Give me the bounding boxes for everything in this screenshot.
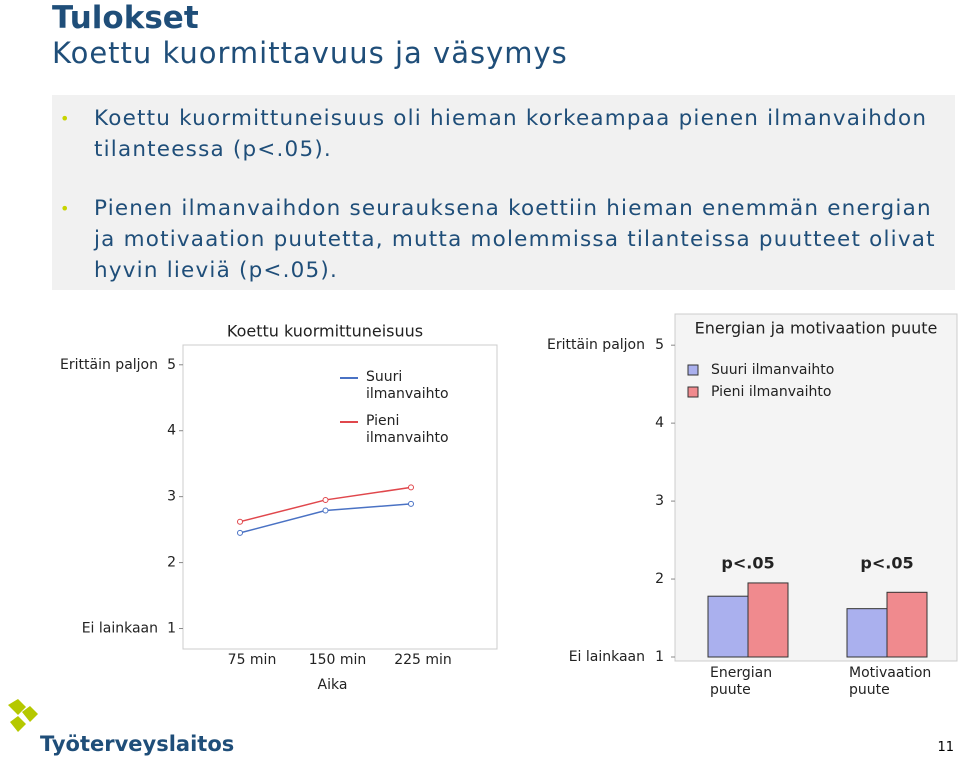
y-tick-label: 1 [167, 621, 176, 637]
bullet-box: Koettu kuormittuneisuus oli hieman korke… [52, 95, 955, 290]
scale-label: Ei lainkaan [569, 649, 645, 665]
x-tick-label: Motivaation puute [849, 665, 932, 698]
y-tick-label: 4 [655, 415, 664, 431]
y-tick-label: 3 [167, 489, 176, 505]
point [237, 518, 243, 525]
y-tick-label: 3 [655, 493, 664, 509]
scale-label: Ei lainkaan [82, 621, 158, 637]
y-tick-label: 4 [167, 423, 176, 439]
x-tick-label: 225 min [394, 652, 452, 668]
legend-label: Suuri ilmanvaihto [711, 362, 834, 378]
annotation: p<.05 [860, 554, 913, 573]
chart-title: Energian ja motivaation puute [695, 319, 938, 338]
y-tick-label: 2 [167, 555, 176, 571]
bullet: Pienen ilmanvaihdon seurauksena koettiin… [60, 193, 944, 286]
point [237, 529, 243, 536]
annotation: p<.05 [721, 554, 774, 573]
point [408, 484, 414, 491]
bar [846, 608, 888, 658]
point [322, 507, 329, 514]
point [408, 500, 414, 507]
logo-text: Työterveyslaitos [40, 732, 235, 756]
point [322, 496, 329, 503]
plot-area [182, 344, 498, 650]
bar [886, 591, 928, 658]
legend-label: Pieni ilmanvaihto [711, 384, 831, 400]
scale-label: Erittäin paljon [547, 337, 645, 353]
bar [747, 582, 789, 658]
bullet: Koettu kuormittuneisuus oli hieman korke… [60, 103, 944, 165]
y-tick-label: 5 [655, 337, 664, 353]
legend-swatch [687, 364, 699, 376]
page-number: 11 [937, 740, 954, 755]
x-axis-label: Aika [318, 677, 348, 693]
legend-label: Pieni ilmanvaihto [366, 413, 449, 446]
scale-label: Erittäin paljon [60, 357, 158, 373]
legend-swatch [687, 386, 699, 398]
bar [707, 595, 749, 658]
slide-subtitle: Koettu kuormittavuus ja väsymys [52, 36, 568, 70]
logo-mark [8, 699, 38, 732]
x-tick-label: 75 min [228, 652, 277, 668]
legend-label: Suuri ilmanvaihto [366, 369, 449, 402]
x-tick-label: Energian puute [710, 665, 773, 698]
slide-title: Tulokset [52, 0, 199, 36]
y-tick-label: 1 [655, 649, 664, 665]
chart-title: Koettu kuormittuneisuus [227, 322, 423, 341]
y-tick-label: 5 [167, 357, 176, 373]
y-tick-label: 2 [655, 571, 664, 587]
x-tick-label: 150 min [309, 652, 367, 668]
